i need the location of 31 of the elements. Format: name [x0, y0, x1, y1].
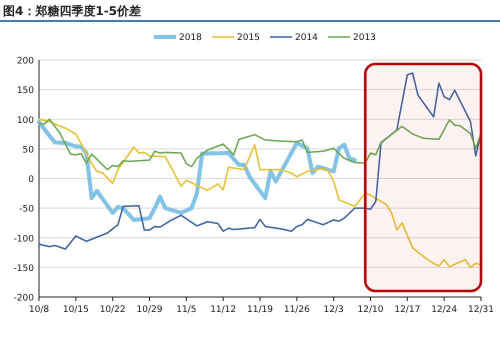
y-tick-label: 50	[22, 145, 34, 156]
x-tick-label: 11/5	[176, 305, 196, 315]
y-tick-label: -100	[14, 234, 34, 244]
y-tick-label: -200	[14, 294, 34, 304]
y-tick-label: 150	[16, 86, 34, 96]
x-tick-label: 12/10	[358, 305, 384, 315]
line-series	[37, 120, 357, 222]
legend-label: 2013	[353, 33, 376, 43]
y-tick-label: -150	[14, 264, 34, 274]
x-tick-label: 10/15	[62, 305, 89, 315]
x-tick-label: 11/19	[247, 305, 274, 315]
legend-label: 2015	[237, 33, 260, 43]
legend-label: 2018	[179, 33, 202, 43]
x-tick-label: 11/26	[284, 305, 310, 315]
chart-title: 图4：郑糖四季度1-5价差	[3, 4, 142, 18]
x-tick-label: 10/22	[100, 305, 126, 315]
line-series	[38, 118, 482, 268]
y-tick-label: 100	[16, 116, 34, 126]
line-series	[38, 118, 482, 170]
x-tick-label: 12/31	[468, 305, 494, 315]
line-series	[38, 72, 482, 250]
x-tick-label: 10/29	[136, 305, 163, 315]
x-tick-label: 12/17	[394, 305, 420, 315]
y-tick-label: 200	[16, 56, 34, 66]
x-tick-label: 12/3	[324, 305, 344, 315]
legend-label: 2014	[295, 33, 318, 43]
x-tick-label: 12/24	[431, 305, 458, 315]
y-tick-label: -50	[19, 204, 34, 215]
x-tick-label: 10/8	[28, 305, 50, 315]
x-tick-label: 11/12	[210, 305, 236, 315]
y-tick-label: 0	[28, 175, 34, 185]
